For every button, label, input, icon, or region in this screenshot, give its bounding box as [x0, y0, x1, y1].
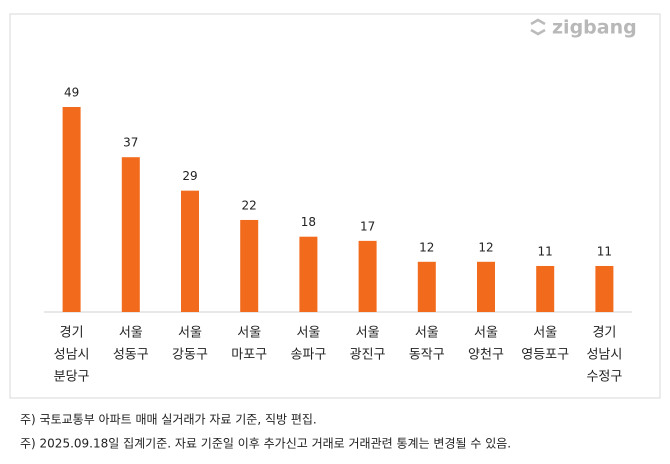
- bar: [595, 265, 614, 312]
- x-tick-label: 강동구: [172, 348, 208, 363]
- chart-frame: [9, 13, 661, 399]
- x-tick-label: 성남시: [586, 348, 622, 363]
- x-tick-label: 서울: [237, 326, 261, 341]
- bar: [240, 219, 259, 312]
- x-tick-label: 서울: [296, 326, 320, 341]
- x-tick-label: 서울: [415, 326, 439, 341]
- value-label: 22: [242, 198, 257, 212]
- x-tick-label: 경기: [60, 326, 84, 341]
- x-tick-label: 서울: [533, 326, 557, 341]
- value-label: 49: [64, 86, 79, 100]
- x-tick-label: 수정구: [586, 370, 622, 385]
- x-tick-label: 송파구: [290, 348, 326, 363]
- value-label: 17: [360, 219, 375, 233]
- footnote: 주) 국토교통부 아파트 매매 실거래가 자료 기준, 직방 편집.: [20, 413, 317, 427]
- x-tick-label: 광진구: [350, 348, 386, 363]
- x-tick-label: 서울: [119, 326, 143, 341]
- x-tick-label: 성남시: [54, 348, 90, 363]
- bar: [536, 265, 555, 312]
- value-label: 18: [301, 215, 316, 229]
- value-label: 12: [478, 240, 493, 254]
- bar: [358, 240, 377, 312]
- value-label: 11: [597, 244, 612, 258]
- x-tick-label: 서울: [474, 326, 498, 341]
- logo-icon: [530, 18, 546, 36]
- x-tick-label: 영등포구: [521, 348, 569, 363]
- value-label: 12: [419, 240, 434, 254]
- bar: [181, 190, 199, 312]
- bar: [477, 261, 495, 312]
- bar: [121, 157, 140, 312]
- value-label: 11: [538, 244, 553, 258]
- bar: [417, 261, 436, 312]
- logo: zigbang: [552, 17, 637, 39]
- x-tick-label: 동작구: [409, 348, 445, 363]
- x-tick-label: 마포구: [231, 348, 267, 363]
- x-tick-label: 서울: [356, 326, 380, 341]
- value-label: 29: [182, 169, 197, 183]
- x-tick-label: 성동구: [113, 348, 149, 363]
- x-tick-label: 분당구: [54, 370, 90, 385]
- bar: [299, 236, 318, 312]
- x-tick-label: 서울: [178, 326, 202, 341]
- x-tick-label: 경기: [592, 326, 616, 341]
- x-tick-label: 양천구: [468, 348, 504, 363]
- bar: [62, 107, 81, 312]
- footnote: 주) 2025.09.18일 집계기준. 자료 기준일 이후 추가신고 거래로 …: [20, 437, 511, 451]
- value-label: 37: [123, 136, 138, 150]
